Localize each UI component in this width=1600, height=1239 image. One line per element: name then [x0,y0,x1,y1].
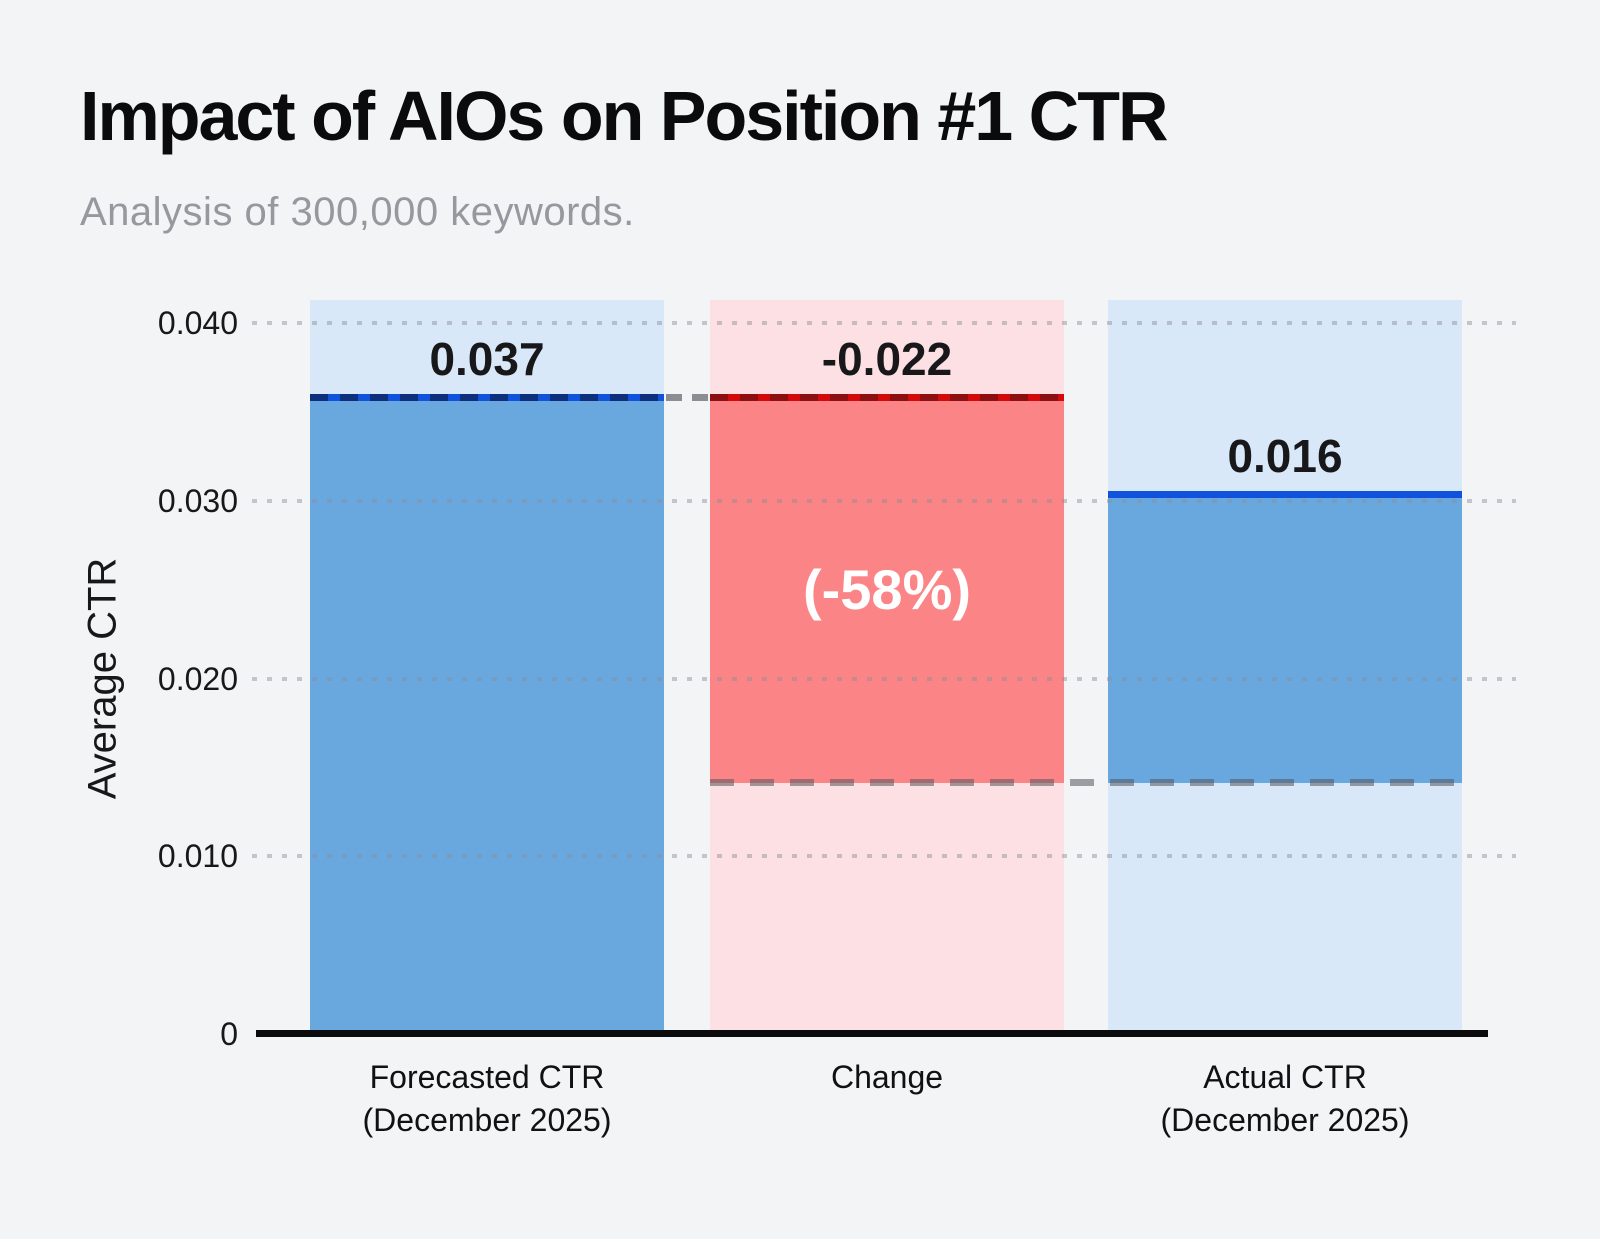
bar-top-line-dashes-change [710,393,1064,401]
x-label-line2-actual: (December 2025) [1160,1102,1410,1138]
y-tick-label-0.010: 0.010 [157,838,238,875]
bar-value-label-actual: 0.016 [1227,430,1343,483]
bar-segment-change [710,397,1064,784]
x-label-line2-forecasted: (December 2025) [362,1102,612,1138]
gridline-0.030 [252,498,1516,503]
y-tick-label-0.020: 0.020 [157,660,238,697]
bar-annotation-change: (-58%) [802,557,972,621]
chart-title: Impact of AIOs on Position #1 CTR [80,77,1169,155]
bar-top-line-actual [1108,491,1462,499]
connector-dashed-change-bottom-level [710,779,1462,787]
bar-value-label-change: -0.022 [821,332,953,385]
x-label-line1-change: Change [830,1059,944,1095]
x-tick-label-change: Change [627,1056,1147,1099]
y-tick-label-0: 0 [220,1016,238,1052]
gridline-0.020 [252,676,1516,681]
connector-dashed-forecast-level [666,393,708,401]
bar-top-line-forecasted [310,393,664,401]
x-tick-label-actual: Actual CTR (December 2025) [1025,1056,1545,1142]
bar-value-label-forecasted: 0.037 [429,332,545,385]
bar-top-line-change [710,393,1064,401]
x-label-line1-actual: Actual CTR [1203,1059,1367,1095]
bar-top-line-dashes-forecasted [310,393,664,401]
x-tick-label-forecasted: Forecasted CTR (December 2025) [227,1056,747,1142]
chart-subtitle: Analysis of 300,000 keywords. [80,190,635,234]
gridline-0.040 [252,321,1516,326]
bar-segment-forecasted [310,397,664,1034]
gridline-0.010 [252,854,1516,859]
y-tick-label-0.040: 0.040 [157,305,238,342]
x-axis-line [256,1030,1488,1037]
bar-segment-actual [1108,495,1462,784]
x-label-line1-forecasted: Forecasted CTR [369,1059,605,1095]
y-tick-label-0.030: 0.030 [157,482,238,519]
